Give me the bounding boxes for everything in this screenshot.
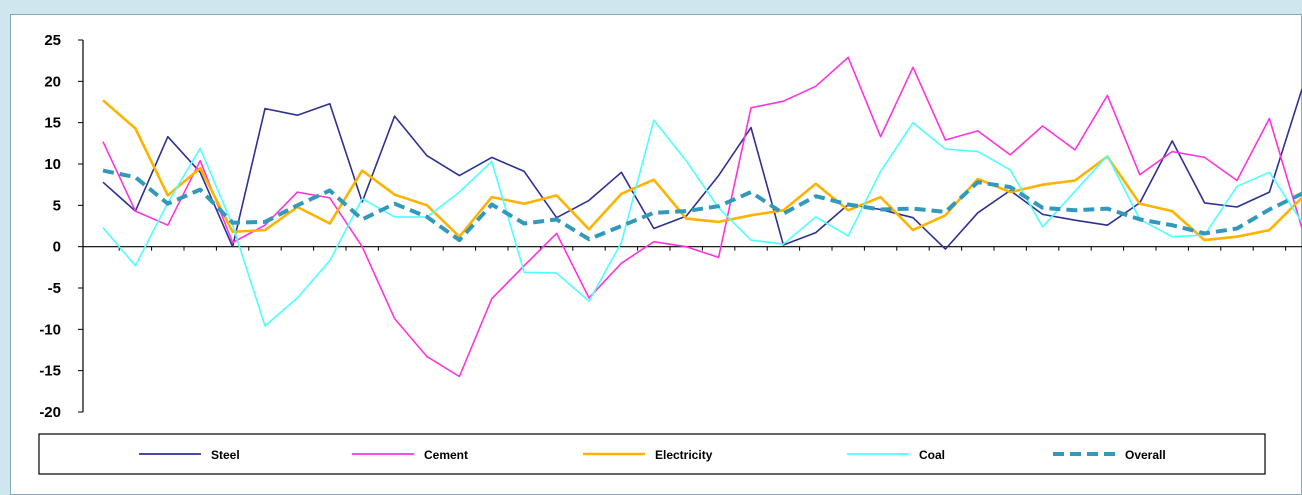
series-line-coal (102, 119, 1302, 327)
y-tick-label: 25 (44, 32, 61, 49)
x-tick-label: Oct/18 (1102, 252, 1114, 284)
x-tick-label: May/17 (552, 252, 564, 287)
x-tick-label: Oct/16 (325, 252, 337, 284)
x-tick-label: Apr/19 (1297, 252, 1302, 285)
x-tick-label: Aug/18 (1038, 252, 1050, 287)
x-tick-label: Mar/17 (487, 252, 499, 285)
y-tick-label: -20 (39, 404, 61, 421)
x-tick-label: Mar/19 (1264, 252, 1276, 285)
y-tick-label: 0 (53, 239, 61, 256)
x-tick-label: Sep/18 (1070, 252, 1082, 286)
x-tick-label: Feb/18 (843, 252, 855, 285)
x-tick-label: Apr/18 (908, 252, 920, 285)
legend-label-cement: Cement (424, 448, 468, 462)
series-line-overall (102, 168, 1302, 243)
x-tick-label: Aug/17 (649, 252, 661, 287)
y-tick-label: 5 (53, 197, 61, 214)
x-tick-label: Dec/17 (778, 252, 790, 286)
x-tick-label: May/18 (940, 252, 952, 287)
x-tick-label: Jul/18 (1005, 252, 1017, 282)
x-tick-label: Mar/16 (98, 252, 110, 285)
x-tick-label: Aug/16 (260, 252, 272, 287)
x-tick-label: Nov/18 (1135, 252, 1147, 287)
legend-label-overall: Overall (1125, 448, 1166, 462)
series-line-steel (102, 88, 1302, 250)
y-tick-label: 20 (44, 73, 61, 90)
x-tick-label: Jan/19 (1200, 252, 1212, 285)
x-tick-label: Jan/17 (422, 252, 434, 285)
chart-panel (10, 14, 1302, 495)
y-tick-label: 15 (44, 115, 61, 132)
y-tick-label: -15 (39, 363, 61, 380)
x-tick-label: Jul/16 (228, 252, 240, 282)
x-tick-label: Jun/18 (973, 252, 985, 285)
x-tick-label: Feb/17 (454, 252, 466, 285)
legend-label-coal: Coal (919, 448, 945, 462)
y-tick-label: 10 (44, 156, 61, 173)
x-tick-label: Jun/16 (195, 252, 207, 285)
x-tick-label: Jun/17 (584, 252, 596, 285)
x-tick-label: Jan/18 (811, 252, 823, 285)
x-tick-label: Feb/19 (1232, 252, 1244, 285)
x-tick-label: Mar/18 (876, 252, 888, 285)
y-tick-label: -10 (39, 321, 61, 338)
x-tick-label: Sep/16 (292, 252, 304, 286)
x-tick-label: Sep/17 (681, 252, 693, 286)
legend-label-electricity: Electricity (655, 448, 713, 462)
x-tick-label: Dec/16 (390, 252, 402, 286)
series-line-electricity (102, 99, 1302, 242)
x-tick-label: Dec/18 (1167, 252, 1179, 286)
x-tick-label: May/16 (163, 252, 175, 287)
x-tick-label: Nov/17 (746, 252, 758, 287)
legend-label-steel: Steel (211, 448, 240, 462)
y-tick-label: -5 (48, 280, 61, 297)
